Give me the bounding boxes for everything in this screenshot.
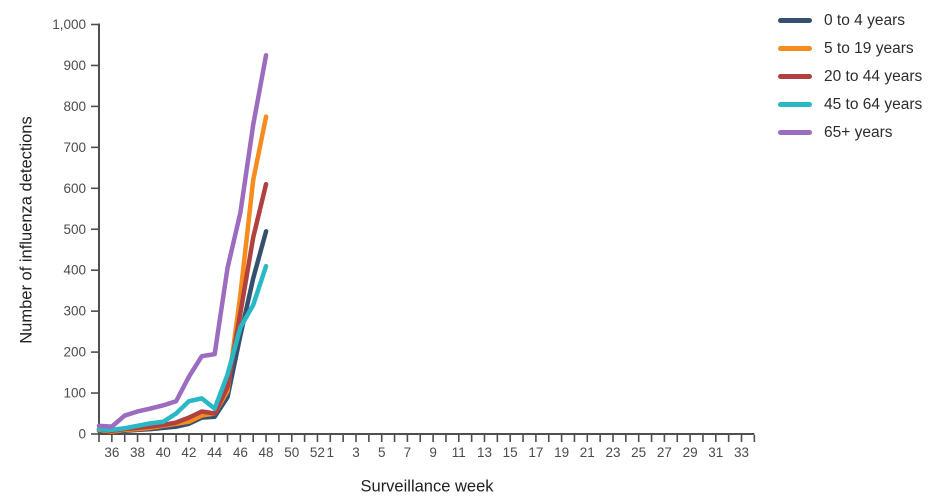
y-tick-label: 300	[63, 304, 86, 319]
y-tick-label: 0	[78, 427, 86, 442]
x-tick-label: 42	[181, 445, 196, 460]
x-tick-label: 13	[477, 445, 492, 460]
x-tick-label: 33	[734, 445, 749, 460]
x-axis-title: Surveillance week	[360, 477, 494, 496]
legend-label: 0 to 4 years	[824, 11, 905, 29]
series-line-65-years	[96, 52, 269, 429]
legend-item-0-to-4: 0 to 4 years	[778, 12, 922, 29]
x-tick-label: 36	[104, 445, 119, 460]
y-axis-title: Number of influenza detections	[17, 116, 36, 344]
y-tick-label: 100	[63, 386, 86, 401]
legend-swatch-icon	[778, 102, 812, 107]
y-tick-label: 800	[63, 99, 86, 114]
x-tick-label: 23	[605, 445, 620, 460]
legend-swatch-icon	[778, 130, 812, 135]
legend-label: 45 to 64 years	[824, 95, 923, 113]
y-tick-label: 600	[63, 181, 86, 196]
x-tick-label: 15	[503, 445, 518, 460]
y-tick-label: 900	[63, 58, 86, 73]
x-tick-label: 27	[657, 445, 672, 460]
series-line-45-to-64-years	[96, 263, 269, 433]
x-tick-label: 29	[683, 445, 698, 460]
x-tick-label: 11	[452, 445, 466, 460]
legend-label: 20 to 44 years	[824, 67, 923, 85]
legend-label: 5 to 19 years	[824, 39, 914, 57]
legend-item-45-to-64: 45 to 64 years	[778, 96, 922, 113]
x-tick-label: 52	[310, 445, 325, 460]
legend-swatch-icon	[778, 18, 812, 23]
y-tick-label: 700	[63, 140, 86, 155]
x-tick-label: 40	[156, 445, 171, 460]
legend-item-20-to-44: 20 to 44 years	[778, 68, 922, 85]
y-tick-label: 1,000	[52, 17, 86, 32]
x-tick-label: 3	[352, 445, 360, 460]
y-tick-label: 400	[63, 263, 86, 278]
x-tick-label: 19	[554, 445, 569, 460]
x-tick-label: 46	[233, 445, 248, 460]
x-tick-label: 50	[284, 445, 299, 460]
y-tick-label: 200	[63, 345, 86, 360]
x-tick-label: 31	[708, 445, 723, 460]
x-tick-label: 44	[207, 445, 223, 460]
x-tick-label: 25	[631, 445, 646, 460]
x-tick-label: 21	[580, 445, 595, 460]
x-tick-label: 7	[404, 445, 412, 460]
x-tick-label: 38	[130, 445, 145, 460]
x-tick-label: 17	[528, 445, 543, 460]
legend-label: 65+ years	[824, 123, 893, 141]
legend-item-5-to-19: 5 to 19 years	[778, 40, 922, 57]
legend-swatch-icon	[778, 46, 812, 51]
legend-swatch-icon	[778, 74, 812, 79]
legend-item-65-plus: 65+ years	[778, 124, 922, 141]
x-tick-label: 1	[327, 445, 335, 460]
x-tick-label: 5	[378, 445, 386, 460]
x-tick-label: 9	[429, 445, 437, 460]
legend: 0 to 4 years 5 to 19 years 20 to 44 year…	[778, 12, 922, 141]
x-tick-label: 48	[259, 445, 274, 460]
y-tick-label: 500	[63, 222, 86, 237]
